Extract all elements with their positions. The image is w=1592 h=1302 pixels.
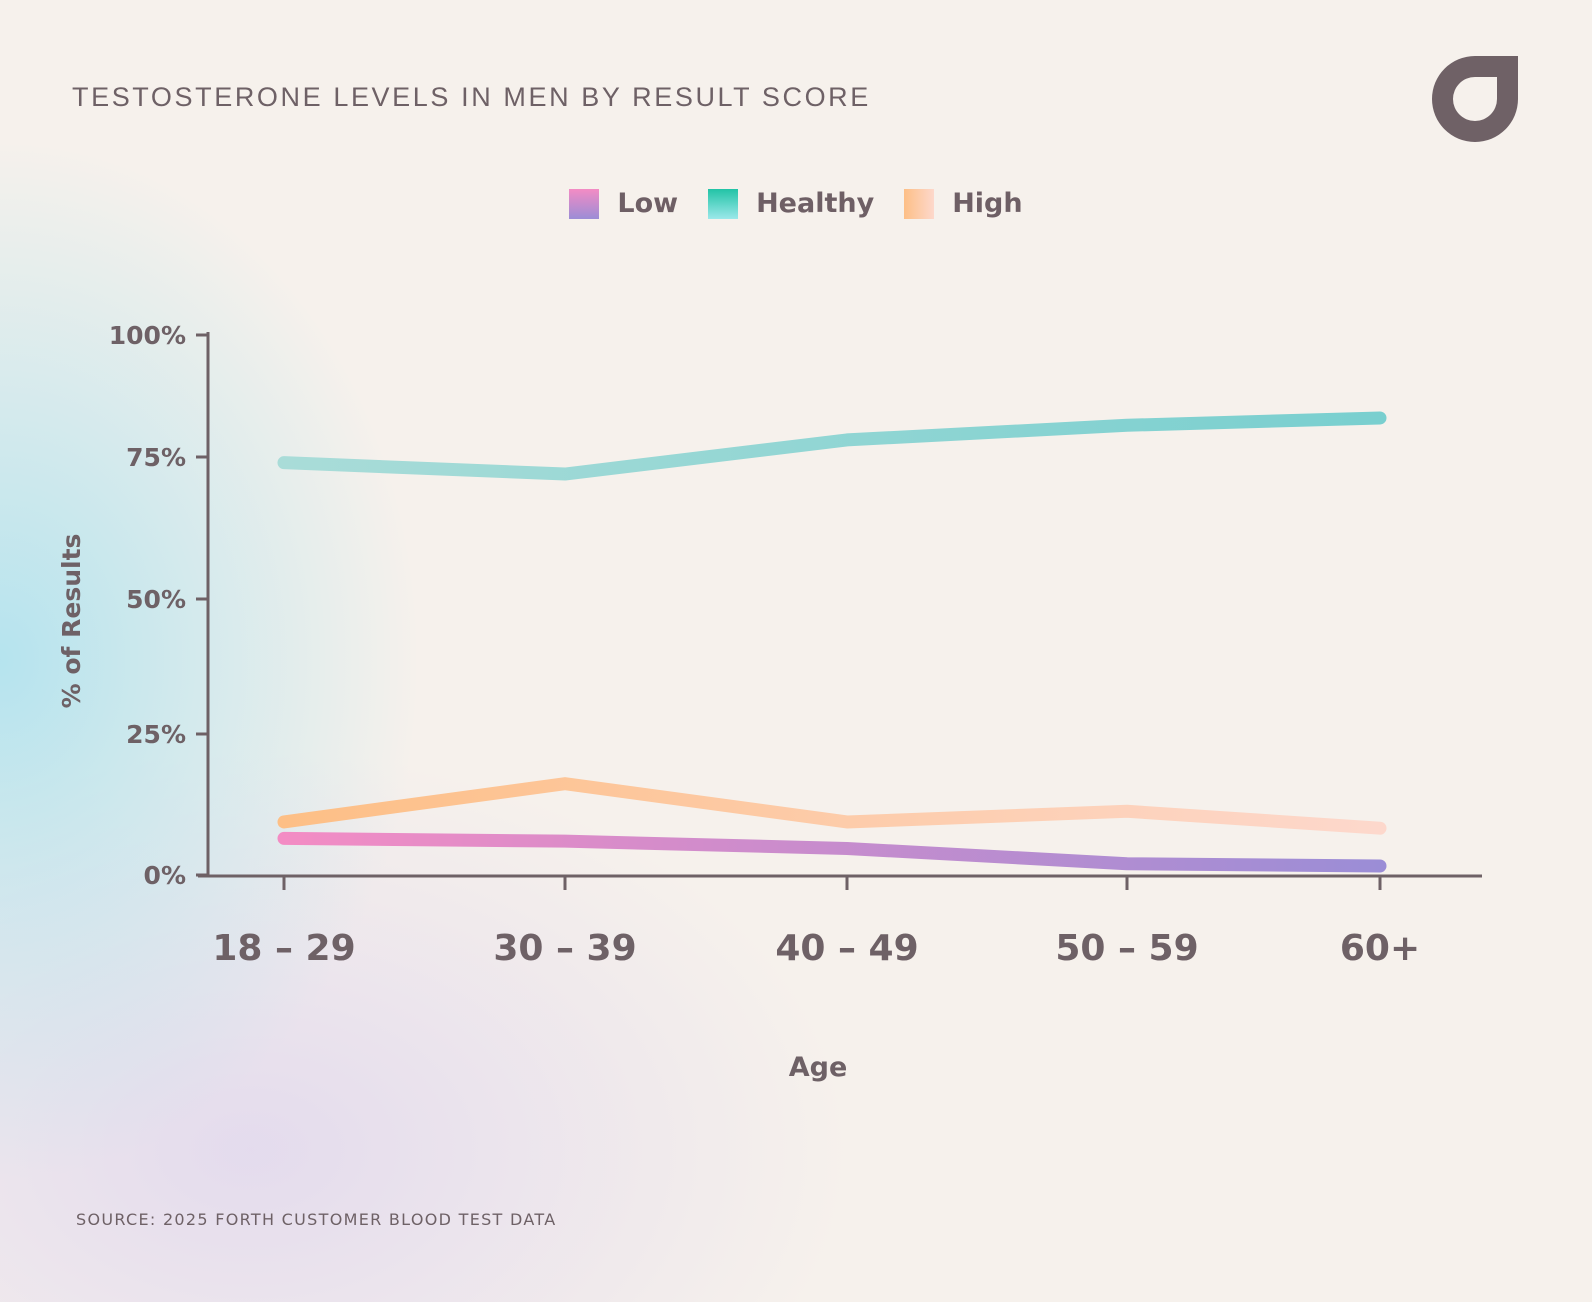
legend-item-high: High [904,188,1023,219]
y-tick-label: 25% [126,720,186,749]
x-tick-label: 18 – 29 [212,928,355,969]
legend-swatch-healthy [708,188,739,219]
x-tick-label: 60+ [1340,928,1420,969]
legend-item-low: Low [569,188,678,219]
chart-title: TESTOSTERONE LEVELS IN MEN BY RESULT SCO… [72,82,871,112]
y-tick-label: 100% [109,321,186,350]
y-tick-label: 0% [144,861,186,890]
x-axis-label: Age [789,1052,848,1083]
series-line-low [277,831,1387,873]
legend: Low Healthy High [0,188,1592,219]
series-line-healthy [277,411,1387,481]
legend-swatch-low [569,188,600,219]
forth-drop-logo-icon [1432,56,1518,142]
x-tick-label: 30 – 39 [493,928,636,969]
source-note: SOURCE: 2025 FORTH CUSTOMER BLOOD TEST D… [76,1210,557,1229]
x-tick-label: 50 – 59 [1055,928,1198,969]
legend-item-healthy: Healthy [708,188,874,219]
x-tick-label: 40 – 49 [775,928,918,969]
y-tick-label: 50% [126,585,186,614]
legend-label-healthy: Healthy [756,188,875,219]
legend-label-low: Low [617,188,679,219]
legend-label-high: High [952,188,1023,219]
series-line-high [277,777,1387,835]
legend-swatch-high [904,188,935,219]
y-axis-label: % of Results [57,534,86,709]
y-tick-label: 75% [126,443,186,472]
